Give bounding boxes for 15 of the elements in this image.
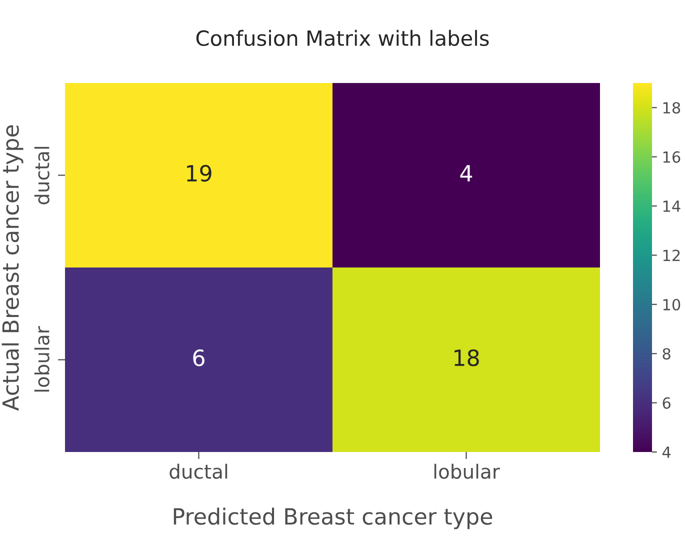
data-label: 18 [454, 349, 479, 366]
color-bar-label: 14 [663, 200, 680, 212]
color-bar-label: 6 [662, 397, 670, 409]
color-bar-label: 8 [662, 348, 670, 360]
color-bar-label: 10 [663, 298, 680, 310]
color-bar-label: 4 [662, 446, 671, 458]
chart-title: Confusion Matrix with labels [196, 30, 489, 46]
y-axis-title: Actual Breast cancer type [2, 125, 24, 411]
color-bar-label: 18 [663, 102, 680, 114]
data-label: 4 [460, 165, 472, 182]
data-label: 6 [193, 349, 204, 366]
color-bar-label: 16 [663, 151, 680, 163]
x-axis-title: Predicted Breast cancer type [174, 508, 492, 530]
color-bar-label: 12 [663, 250, 680, 262]
data-label: 19 [187, 164, 212, 182]
